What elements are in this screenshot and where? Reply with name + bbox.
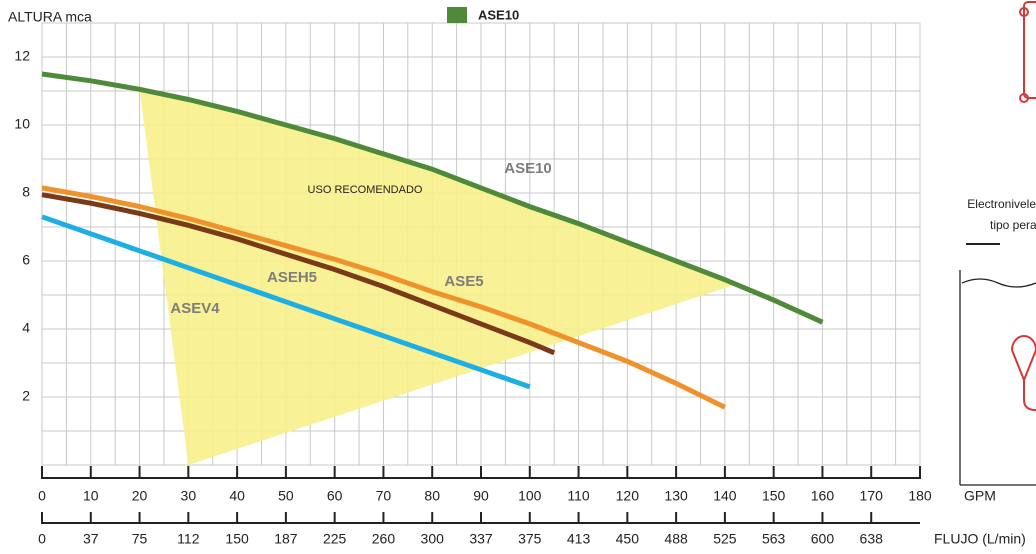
y-tick-label: 12	[14, 48, 30, 64]
x-tick-label: 170	[860, 488, 884, 504]
x2-tick-label: 638	[860, 531, 884, 547]
x2-tick-label: 450	[616, 531, 640, 547]
series-line	[41, 71, 824, 325]
legend-label: ASE10	[478, 7, 519, 22]
x-tick-label: 180	[908, 488, 932, 504]
y-tick-label: 10	[14, 116, 30, 132]
float	[1010, 335, 1036, 383]
x2-tick-label: 600	[811, 531, 835, 547]
x2-axis-label: FLUJO (L/min)	[934, 531, 1026, 547]
x-tick-label: 90	[473, 488, 489, 504]
y-tick-label: 6	[22, 252, 30, 268]
x-tick-label: 50	[278, 488, 294, 504]
x-tick-label: 40	[229, 488, 245, 504]
x-tick-label: 0	[38, 488, 46, 504]
curve-label: ASE10	[504, 160, 552, 177]
y-tick-label: 8	[22, 184, 30, 200]
series-line	[41, 214, 531, 390]
x2-tick-label: 488	[664, 531, 688, 547]
y-axis-label: ALTURA mca	[8, 9, 92, 25]
diagram-label: Electronivele	[967, 197, 1036, 211]
x-tick-label: 60	[327, 488, 343, 504]
recommended-region	[139, 89, 735, 466]
x-tick-label: 130	[664, 488, 688, 504]
sensor-dot	[1019, 7, 1029, 17]
x2-tick-label: 75	[132, 531, 148, 547]
x2-tick-label: 150	[225, 531, 249, 547]
x-tick-label: 150	[762, 488, 786, 504]
x2-tick-label: 375	[518, 531, 542, 547]
x2-tick-label: 300	[421, 531, 445, 547]
x-tick-label: 70	[376, 488, 392, 504]
sensor-body	[1023, 1, 1036, 99]
x-tick-label: 20	[132, 488, 148, 504]
x2-tick-label: 260	[372, 531, 396, 547]
x2-tick-label: 37	[83, 531, 99, 547]
series-line	[41, 185, 726, 410]
curve-label: ASE5	[444, 273, 483, 290]
x-tick-label: 120	[616, 488, 640, 504]
x-axis-label: GPM	[964, 488, 996, 504]
region-label: USO RECOMENDADO	[308, 184, 423, 196]
x2-tick-label: 525	[713, 531, 737, 547]
x2-tick-label: 112	[177, 531, 200, 547]
y-tick-label: 4	[22, 320, 30, 336]
x-tick-label: 30	[181, 488, 197, 504]
x2-tick-label: 563	[762, 531, 786, 547]
diagram-label: tipo pera	[990, 218, 1036, 232]
x2-tick-label: 413	[567, 531, 591, 547]
x2-tick-label: 0	[38, 531, 46, 547]
sensor-dot	[1019, 93, 1029, 103]
x-tick-label: 10	[83, 488, 99, 504]
curve-label: ASEH5	[267, 269, 317, 286]
x-tick-label: 160	[811, 488, 835, 504]
x2-tick-label: 337	[469, 531, 493, 547]
x-tick-label: 80	[424, 488, 440, 504]
x-tick-label: 100	[518, 488, 542, 504]
curve-label: ASEV4	[170, 300, 220, 317]
x2-tick-label: 225	[323, 531, 347, 547]
legend-swatch	[447, 7, 467, 23]
x2-tick-label: 187	[274, 531, 298, 547]
x-tick-label: 140	[713, 488, 737, 504]
tank	[959, 243, 1036, 486]
water-line	[961, 278, 1036, 288]
float-cable	[1023, 380, 1036, 411]
y-tick-label: 2	[22, 388, 30, 404]
x-tick-label: 110	[567, 488, 590, 504]
series-line	[41, 192, 556, 356]
